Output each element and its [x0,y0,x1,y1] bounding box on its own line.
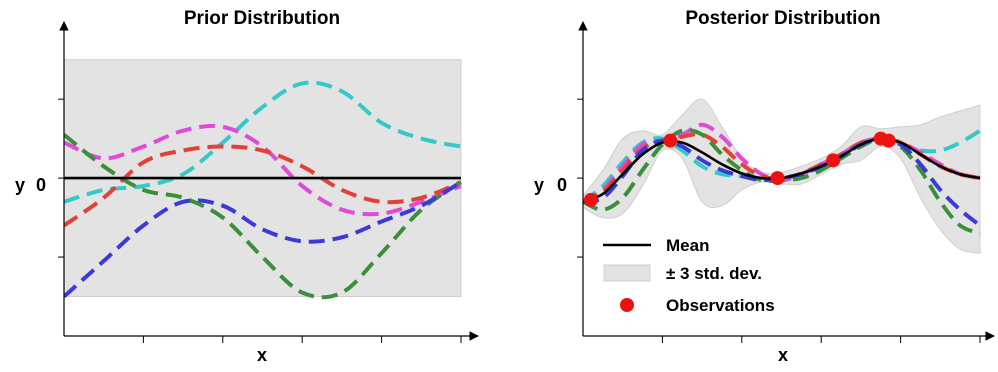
prior-sample-3 [64,133,463,300]
legend-mean-label: Mean [666,236,709,255]
prior-y-tick-label-0: 0 [36,175,46,195]
observation-point-0 [583,192,598,207]
legend-band-swatch [603,264,651,282]
prior-sample-0 [64,80,462,204]
observation-point-3 [826,153,841,168]
posterior-x-label: x [778,345,788,365]
prior-axes [58,21,479,343]
prior-x-label: x [257,345,267,365]
observation-point-2 [770,171,785,186]
prior-sample-1 [64,123,462,217]
observation-point-1 [663,133,678,148]
posterior-y-tick-label-0: 0 [557,175,567,195]
posterior-legend: Mean ± 3 std. dev. Observations [603,236,775,315]
posterior-sample-2 [583,132,981,204]
posterior-observations-layer [583,131,896,207]
prior-sample-2 [64,144,462,228]
prior-ticks [58,98,462,343]
legend-observation-swatch [620,298,634,312]
posterior-panel: Posterior Distribution x y 0 Mean ± 3 st… [534,8,995,365]
prior-panel: Prior Distribution x y 0 [15,8,479,365]
observation-point-5 [881,133,896,148]
posterior-y-label: y [534,175,544,195]
legend-band-label: ± 3 std. dev. [666,264,762,283]
posterior-axes [577,21,995,343]
prior-y-label: y [15,175,25,195]
legend-observations-label: Observations [666,296,775,315]
prior-title: Prior Distribution [184,8,340,29]
prior-series-layer [64,80,463,300]
posterior-ticks [577,98,981,343]
posterior-title: Posterior Distribution [685,8,880,29]
